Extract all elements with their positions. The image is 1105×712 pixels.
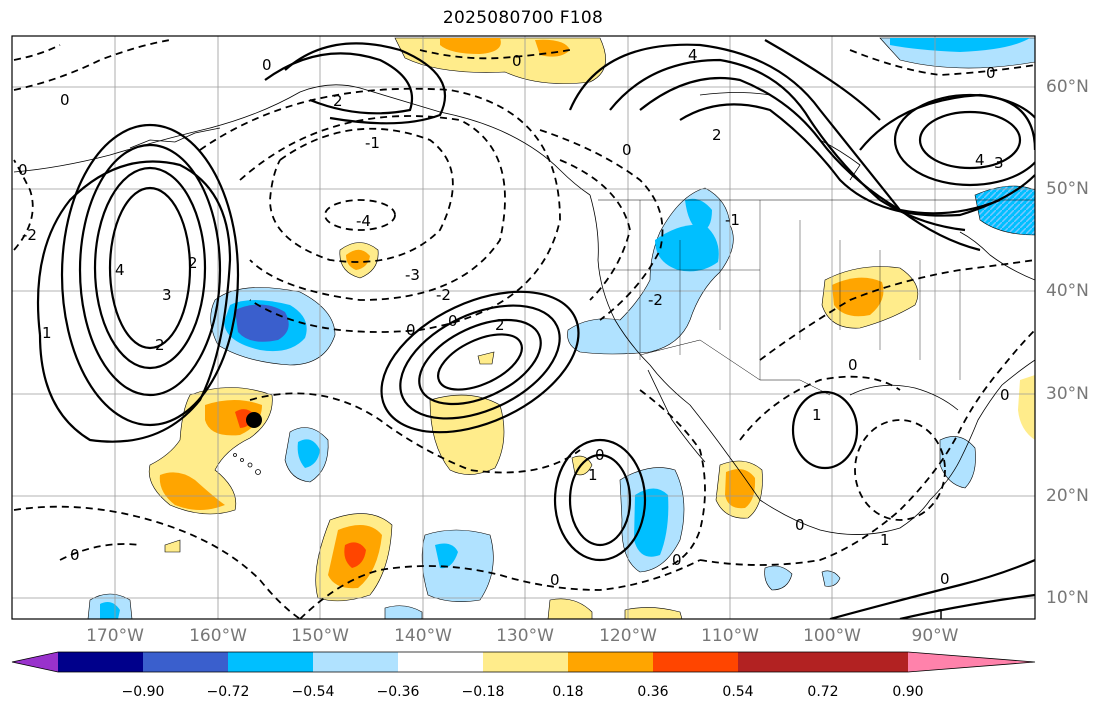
svg-text:0: 0	[70, 546, 80, 564]
colorbar-tick: −0.36	[376, 684, 420, 700]
svg-text:-2: -2	[22, 226, 37, 244]
svg-text:-1: -1	[365, 134, 380, 152]
svg-text:0: 0	[795, 516, 805, 534]
lon-label: 120°W	[599, 626, 657, 646]
lat-label: 40°N	[1046, 281, 1089, 301]
svg-text:2: 2	[333, 92, 343, 110]
lat-label: 30°N	[1046, 384, 1089, 404]
contours-dashed	[13, 39, 1035, 619]
map-frame	[11, 35, 1036, 620]
lon-label: 110°W	[701, 626, 759, 646]
svg-text:4: 4	[688, 46, 698, 64]
svg-text:1: 1	[42, 324, 52, 342]
svg-text:3: 3	[994, 154, 1004, 172]
svg-text:0: 0	[848, 356, 858, 374]
svg-text:0: 0	[406, 321, 416, 339]
colorbar-tick: 0.36	[637, 684, 669, 700]
map-title: 2025080700 F108	[442, 8, 604, 28]
svg-text:0: 0	[595, 446, 605, 464]
lat-label: 50°N	[1046, 179, 1089, 199]
svg-text:3: 3	[162, 286, 172, 304]
black-dot-marker	[246, 412, 262, 428]
colorbar-tick: −0.54	[291, 684, 335, 700]
svg-text:2: 2	[712, 126, 722, 144]
colorbar-tick: 0.72	[807, 684, 839, 700]
svg-text:2: 2	[155, 336, 165, 354]
svg-text:4: 4	[975, 151, 985, 169]
colorbar-extend-max	[908, 652, 1035, 672]
svg-text:1: 1	[812, 406, 822, 424]
colorbar-tick: −0.90	[121, 684, 165, 700]
coastlines	[13, 84, 1035, 535]
graticule	[12, 36, 1035, 619]
lon-label: 100°W	[803, 626, 861, 646]
colorbar-segment-5	[483, 652, 568, 672]
colorbar-segment-4	[398, 652, 483, 672]
lon-label: 130°W	[496, 626, 554, 646]
svg-text:1: 1	[936, 606, 946, 624]
svg-text:2: 2	[495, 316, 505, 334]
svg-text:0: 0	[18, 161, 28, 179]
lat-label: 10°N	[1046, 588, 1089, 608]
lon-label: 140°W	[394, 626, 452, 646]
lon-label: 170°W	[86, 626, 144, 646]
contours-solid	[36, 39, 1035, 619]
colorbar-tick: −0.72	[206, 684, 250, 700]
svg-text:-3: -3	[405, 266, 420, 284]
svg-text:1: 1	[588, 466, 598, 484]
svg-text:4: 4	[115, 261, 125, 279]
svg-text:0: 0	[550, 571, 560, 589]
svg-text:1: 1	[880, 531, 890, 549]
colorbar-segment-0	[58, 652, 143, 672]
svg-text:0: 0	[448, 312, 458, 330]
colorbar-segment-7	[653, 652, 738, 672]
colorbar-extend-min	[12, 652, 58, 672]
colorbar-tick: 0.18	[552, 684, 584, 700]
svg-text:0: 0	[262, 56, 272, 74]
colorbar-segment-2	[228, 652, 313, 672]
svg-text:2: 2	[188, 254, 198, 272]
svg-text:0: 0	[622, 141, 632, 159]
lat-label: 60°N	[1046, 77, 1089, 97]
lon-label: 90°W	[911, 626, 959, 646]
colorbar-tick: 0.90	[892, 684, 924, 700]
colorbar	[11, 651, 1036, 673]
svg-text:0: 0	[1000, 386, 1010, 404]
lat-label: 20°N	[1046, 486, 1089, 506]
contour-labels: 4 3 2 1 2 -4 -3 -2 0 0 2 -1 2 0 0 0 -2 0…	[18, 46, 1010, 624]
colorbar-segment-3	[313, 652, 398, 672]
svg-text:0: 0	[986, 64, 996, 82]
svg-text:-4: -4	[356, 212, 371, 230]
colorbar-segment-6	[568, 652, 653, 672]
anomaly-shading	[87, 37, 1035, 619]
svg-text:0: 0	[60, 91, 70, 109]
svg-text:0: 0	[672, 551, 682, 569]
svg-text:0: 0	[940, 570, 950, 588]
colorbar-segment-8	[738, 652, 823, 672]
svg-text:-2: -2	[436, 286, 451, 304]
colorbar-segment-9	[823, 652, 908, 672]
lon-label: 150°W	[291, 626, 349, 646]
colorbar-tick: −0.18	[461, 684, 505, 700]
colorbar-tick: 0.54	[722, 684, 754, 700]
svg-text:-2: -2	[648, 291, 663, 309]
svg-text:-1: -1	[725, 211, 740, 229]
colorbar-segment-1	[143, 652, 228, 672]
lon-label: 160°W	[189, 626, 247, 646]
svg-text:0: 0	[512, 52, 522, 70]
